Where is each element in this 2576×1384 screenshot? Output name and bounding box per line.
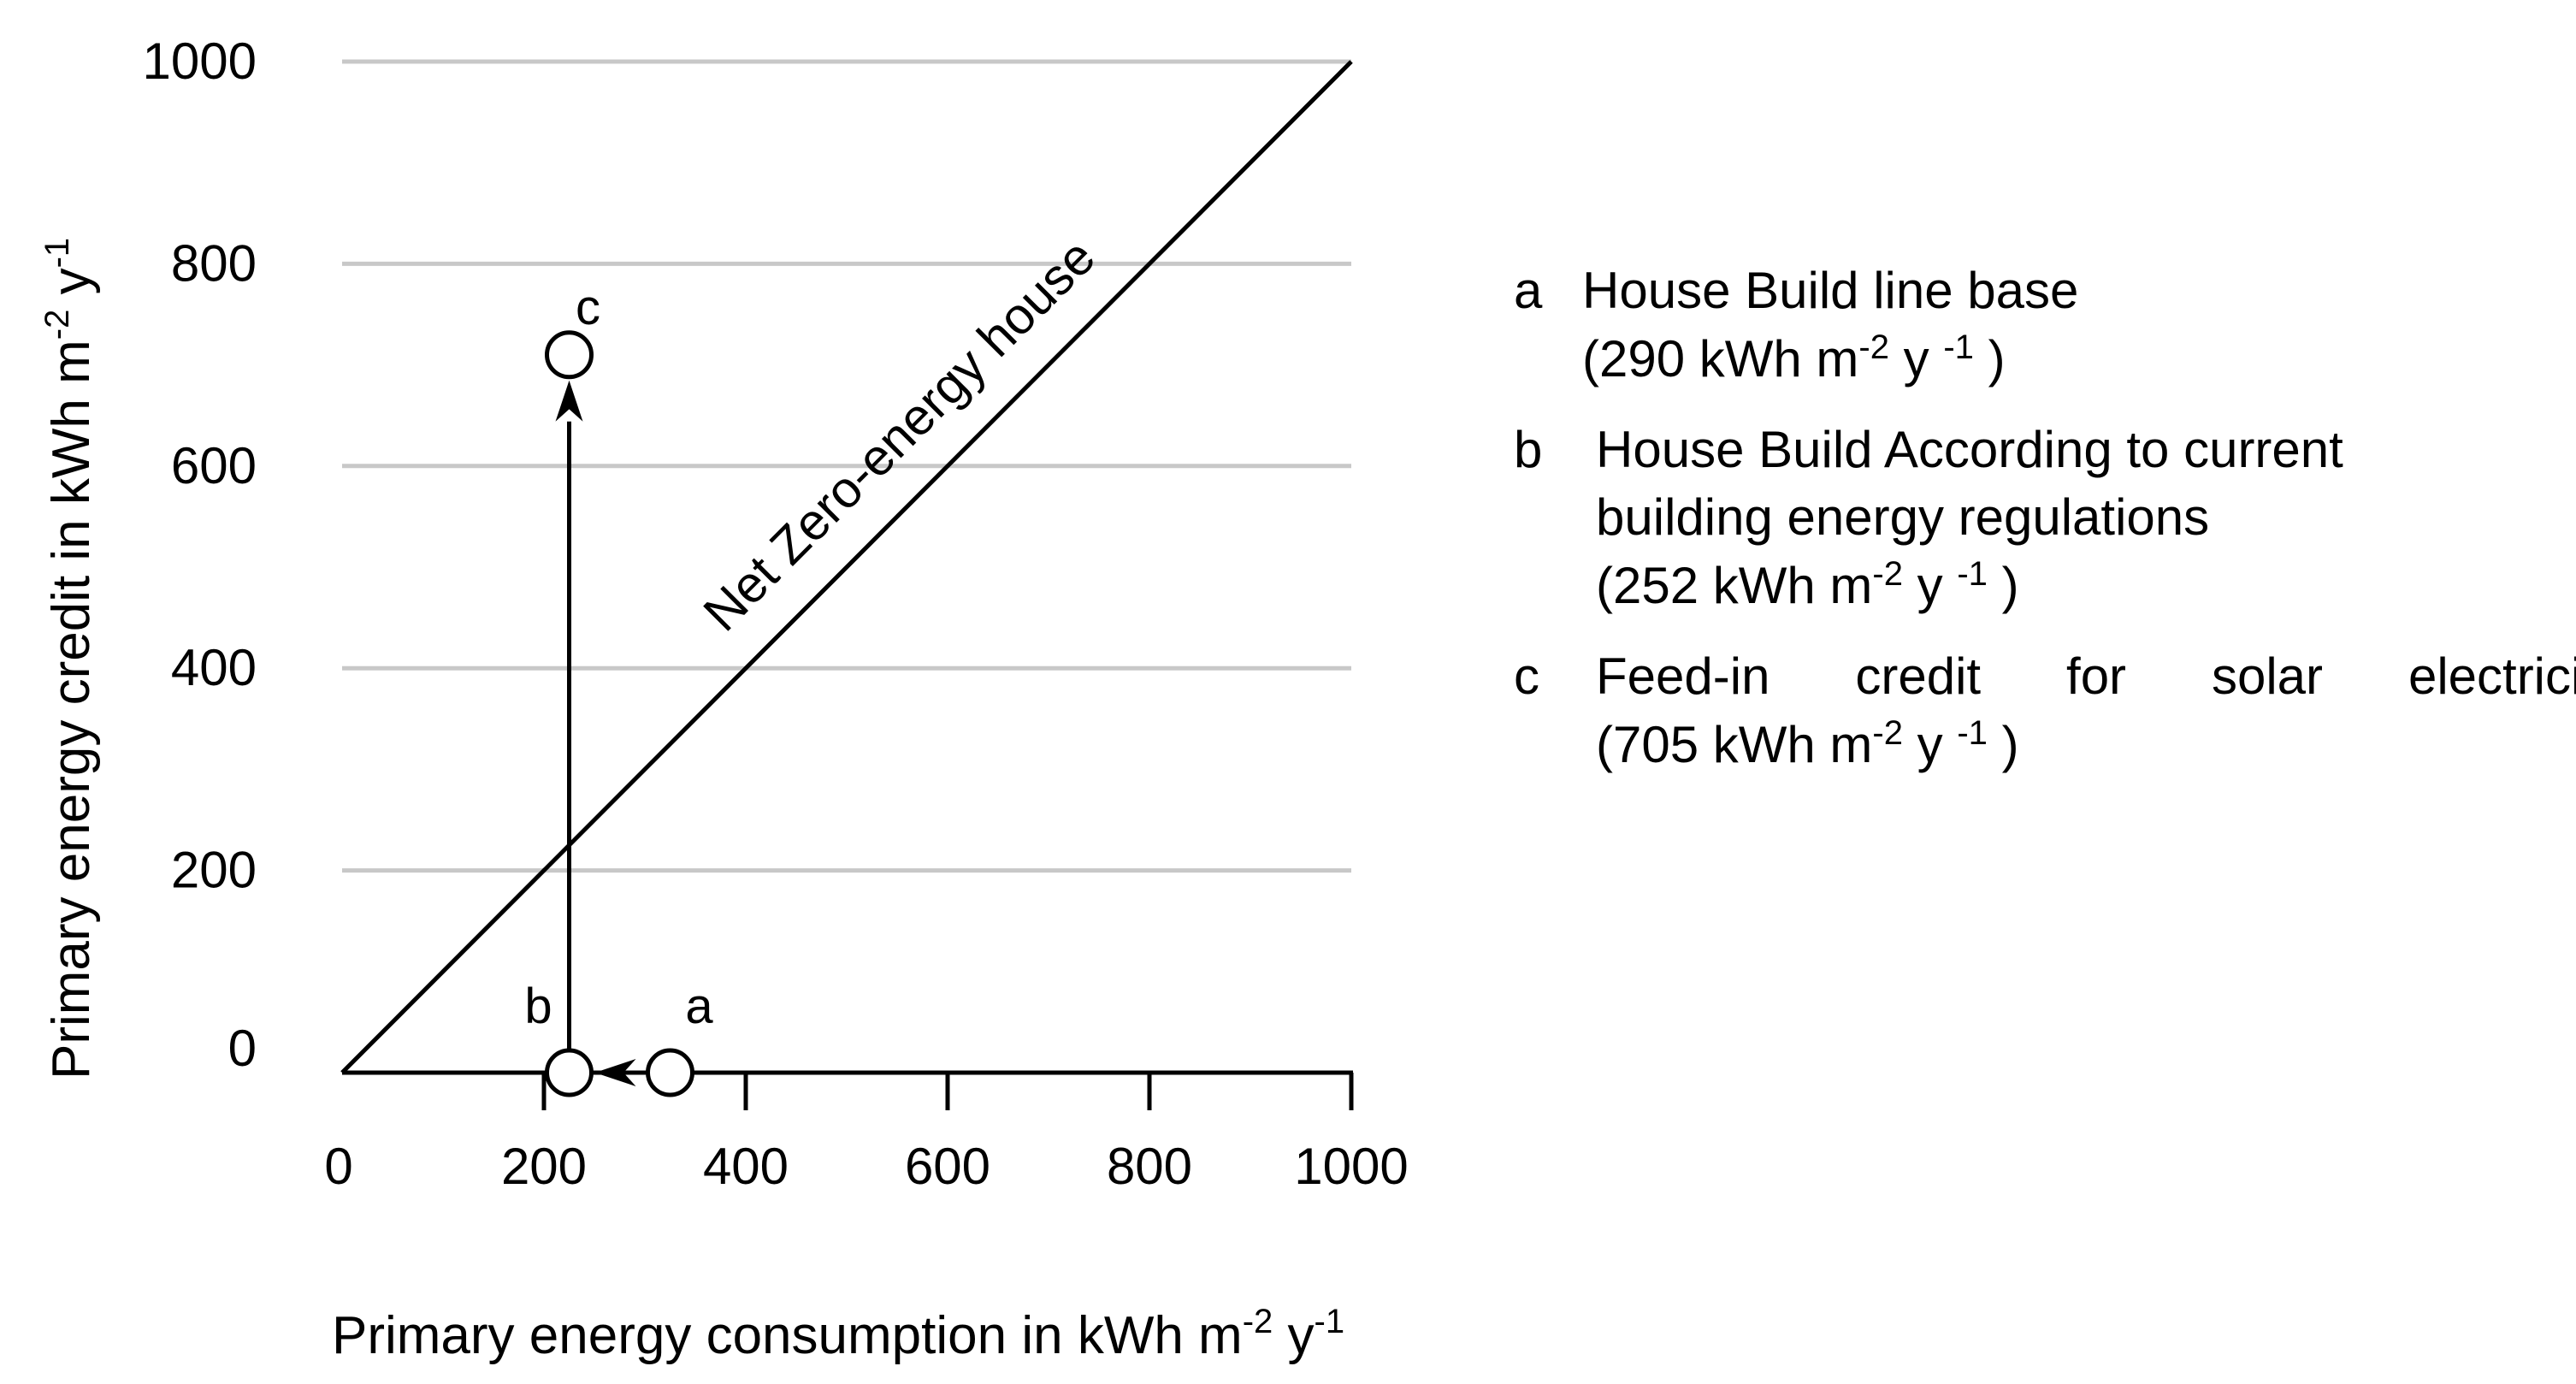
legend-entry-c: c Feed-in credit for solar electricity (… <box>1514 642 2576 779</box>
x-tick-labels: 0 200 400 600 800 1000 <box>324 1138 1408 1195</box>
net-zero-label: Net Zero-energy house <box>693 228 1106 642</box>
x-tick-label-800: 800 <box>1107 1138 1192 1195</box>
x-axis-title: Primary energy consumption in kWh m-2 y-… <box>332 1303 1344 1365</box>
legend-entry-a: a House Build line base (290 kWh m-2 y -… <box>1514 257 2335 393</box>
x-tick-label-600: 600 <box>905 1138 990 1195</box>
y-tick-label-800: 800 <box>171 234 257 292</box>
arrow-head-a-b <box>594 1059 636 1086</box>
point-c <box>545 330 594 380</box>
x-tick-label-0: 0 <box>324 1138 352 1195</box>
gridlines <box>342 59 1351 873</box>
point-label-c: c <box>576 280 600 335</box>
point-label-b: b <box>524 979 552 1034</box>
legend-key-b: b <box>1514 420 1543 478</box>
y-tick-labels: 0 200 400 600 800 1000 <box>143 33 257 1077</box>
data-points <box>545 330 694 1097</box>
point-labels: a b c <box>524 280 713 1034</box>
legend-entry-b: b House Build According to current build… <box>1514 416 2576 620</box>
net-zero-line <box>340 60 1353 1074</box>
arrow-head-b-c <box>555 380 583 422</box>
y-axis-title: Primary energy credit in kWh m-2 y-1 <box>38 238 101 1079</box>
x-tick-label-1000: 1000 <box>1294 1138 1408 1195</box>
legend-b-value: (252 kWh m-2 y -1 ) <box>1596 555 2019 615</box>
legend-key-a: a <box>1514 262 1543 319</box>
y-tick-label-600: 600 <box>171 437 257 494</box>
legend-c-value: (705 kWh m-2 y -1 ) <box>1596 713 2019 773</box>
point-b <box>545 1048 594 1097</box>
legend-a-description: House Build line base <box>1582 262 2079 319</box>
y-tick-label-400: 400 <box>171 639 257 696</box>
x-tick-label-400: 400 <box>703 1138 789 1195</box>
point-a <box>646 1048 694 1097</box>
x-tick-label-200: 200 <box>501 1138 587 1195</box>
y-tick-label-200: 200 <box>171 842 257 899</box>
arrows <box>555 380 648 1086</box>
legend-b-description-line2: building energy regulations <box>1596 488 2210 547</box>
legend-a-value: (290 kWh m-2 y -1 ) <box>1582 328 2006 387</box>
tick-marks <box>541 1073 1354 1110</box>
legend-c-description: Feed-in credit for solar electricity <box>1596 647 2576 705</box>
y-tick-label-1000: 1000 <box>143 33 257 90</box>
y-tick-label-0: 0 <box>228 1020 257 1077</box>
legend-b-description-line1: House Build According to current <box>1596 420 2343 478</box>
legend: a House Build line base (290 kWh m-2 y -… <box>1514 257 2576 801</box>
net-zero-reference-line: Net Zero-energy house <box>340 60 1353 1074</box>
legend-key-c: c <box>1514 647 1539 705</box>
point-label-a: a <box>685 979 713 1034</box>
